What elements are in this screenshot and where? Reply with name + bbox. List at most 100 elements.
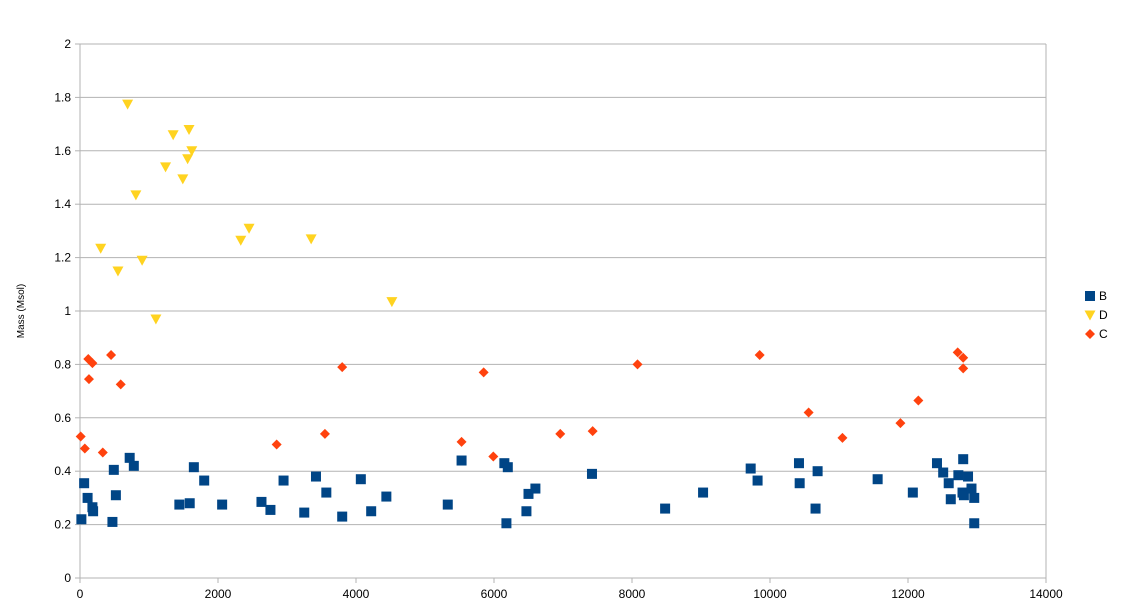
data-point-B <box>586 468 597 479</box>
data-point-B <box>88 506 99 517</box>
data-point-C <box>83 374 94 385</box>
data-point-B <box>938 467 949 478</box>
data-point-B <box>969 492 980 503</box>
data-point-C <box>837 432 848 443</box>
data-point-B <box>966 483 977 494</box>
data-point-B <box>931 458 942 469</box>
data-point-B <box>337 511 348 522</box>
data-point-D <box>122 99 134 110</box>
y-tick-label: 1.8 <box>54 90 71 104</box>
legend-marker-C <box>1085 329 1095 339</box>
data-point-B <box>969 518 980 529</box>
legend-label-B: B <box>1099 289 1107 303</box>
data-point-D <box>235 235 247 246</box>
data-point-B <box>945 494 956 505</box>
data-point-B <box>188 462 199 473</box>
data-point-C <box>952 347 963 358</box>
legend: BDC <box>1084 289 1108 341</box>
data-point-D <box>136 255 148 266</box>
y-tick-label: 0.6 <box>54 411 71 425</box>
data-point-D <box>182 154 194 165</box>
data-point-C <box>488 451 499 462</box>
data-point-B <box>265 504 276 515</box>
data-point-C <box>106 350 117 361</box>
data-point-C <box>803 407 814 418</box>
data-point-C <box>754 350 765 361</box>
y-tick-label: 2 <box>64 37 71 51</box>
data-point-C <box>587 426 598 437</box>
data-point-B <box>810 503 821 514</box>
legend-label-D: D <box>1099 308 1108 322</box>
data-point-B <box>501 518 512 529</box>
data-point-B <box>502 462 513 473</box>
data-point-D <box>177 174 189 185</box>
data-point-C <box>958 363 969 374</box>
data-point-C <box>913 395 924 406</box>
data-point-B <box>199 475 210 486</box>
axes <box>75 43 1047 583</box>
data-point-C <box>632 359 643 370</box>
data-point-D <box>183 124 195 135</box>
legend-marker-B <box>1085 291 1095 301</box>
data-point-D <box>243 223 255 234</box>
legend-label-C: C <box>1099 327 1108 341</box>
data-point-C <box>456 436 467 447</box>
data-point-B <box>456 455 467 466</box>
data-point-B <box>366 506 377 517</box>
data-point-B <box>82 492 93 503</box>
data-point-B <box>958 490 969 501</box>
data-point-B <box>698 487 709 498</box>
y-tick-label: 0.4 <box>54 464 71 478</box>
x-tick-label: 4000 <box>343 587 370 601</box>
data-point-B <box>76 514 87 525</box>
data-point-B <box>953 470 964 481</box>
data-point-D <box>386 297 398 308</box>
data-point-B <box>660 503 671 514</box>
y-axis-title: Mass (Msol) <box>16 284 27 338</box>
data-point-B <box>907 487 918 498</box>
data-point-B <box>523 488 534 499</box>
data-point-B <box>184 498 195 509</box>
data-point-D <box>167 130 179 141</box>
data-point-C <box>478 367 489 378</box>
y-tick-label: 1.2 <box>54 251 71 265</box>
data-point-D <box>305 234 317 245</box>
data-point-C <box>555 428 566 439</box>
y-tick-label: 1 <box>64 304 71 318</box>
x-tick-label: 8000 <box>619 587 646 601</box>
data-point-B <box>745 463 756 474</box>
data-point-B <box>752 475 763 486</box>
data-point-B <box>79 478 90 489</box>
legend-item-B: B <box>1085 289 1107 303</box>
data-points <box>75 99 980 529</box>
data-point-B <box>321 487 332 498</box>
y-tick-label: 0 <box>64 571 71 585</box>
data-point-D <box>112 266 124 277</box>
data-point-B <box>299 507 310 518</box>
y-tick-label: 1.6 <box>54 144 71 158</box>
data-point-C <box>87 358 98 369</box>
data-point-B <box>793 458 804 469</box>
data-point-B <box>108 464 119 475</box>
data-point-C <box>115 379 126 390</box>
data-point-C <box>271 439 282 450</box>
x-tick-label: 0 <box>77 587 84 601</box>
data-point-C <box>97 447 108 458</box>
data-point-C <box>958 352 969 363</box>
tick-labels: 0 0.2 0.4 0.6 0.8 1 1.2 1.4 1.6 1.8 2 0 2000 4000 6000… <box>54 37 1063 601</box>
data-point-B <box>217 499 228 510</box>
data-point-B <box>355 474 366 485</box>
legend-item-C: C <box>1085 327 1108 341</box>
data-point-B <box>107 516 118 527</box>
data-point-B <box>124 452 135 463</box>
data-point-B <box>128 460 139 471</box>
y-tick-label: 0.8 <box>54 357 71 371</box>
data-point-C <box>895 418 906 429</box>
series-C <box>75 347 969 462</box>
data-point-B <box>110 490 121 501</box>
data-point-C <box>79 443 90 454</box>
data-point-B <box>958 454 969 465</box>
x-tick-label: 12000 <box>891 587 925 601</box>
data-point-D <box>95 243 107 254</box>
